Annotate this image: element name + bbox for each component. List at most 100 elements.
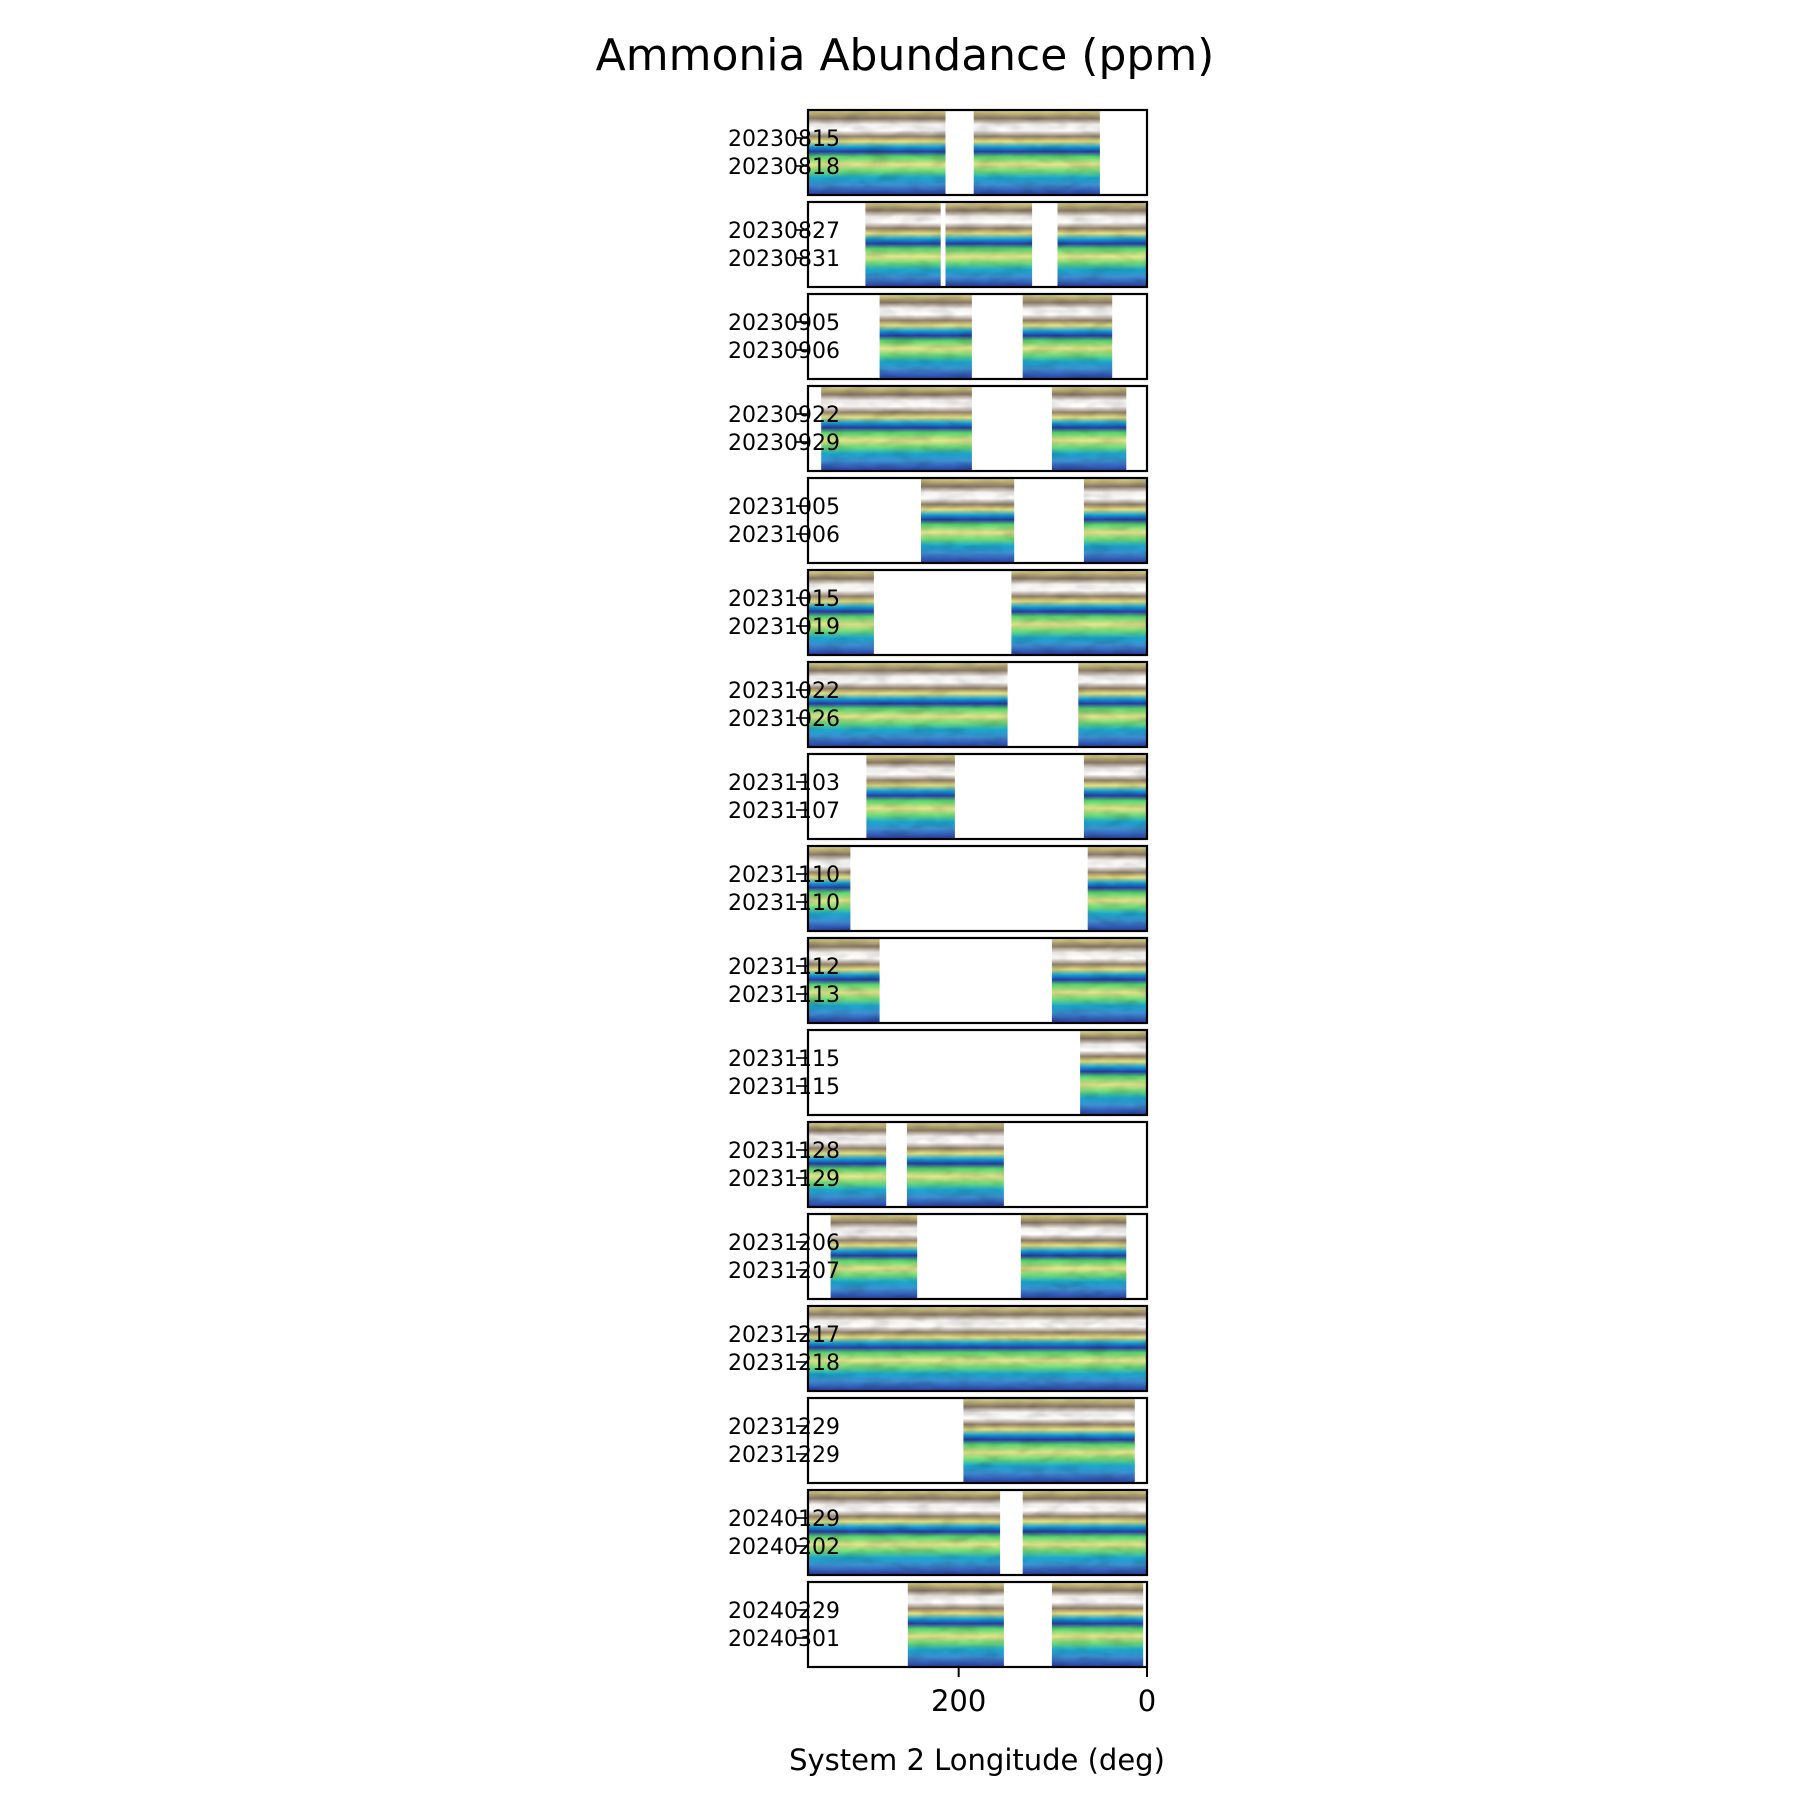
- panel-13: 20231206 20231207: [728, 1212, 1149, 1301]
- coverage-block: [808, 938, 880, 1023]
- panel-frame: [806, 1396, 1149, 1485]
- panel-15: 20231229 20231229: [728, 1396, 1149, 1485]
- coverage-block: [1020, 1214, 1127, 1299]
- panel-frame: [806, 1212, 1149, 1301]
- panel-4: 20230922 20230929: [728, 384, 1149, 473]
- panel-5: 20231005 20231006: [728, 476, 1149, 565]
- panel-12: 20231128 20231129: [728, 1120, 1149, 1209]
- x-axis-label: System 2 Longitude (deg): [789, 1743, 1165, 1777]
- panel-date-start: 20231022: [728, 679, 840, 704]
- panel-frame: [806, 1304, 1149, 1393]
- panel-date-end: 20231113: [728, 983, 840, 1008]
- coverage-block: [973, 110, 1100, 195]
- coverage-block: [866, 754, 955, 839]
- panel-frame: [806, 1488, 1149, 1577]
- panel-frame: [806, 292, 1149, 381]
- coverage-block: [963, 1398, 1135, 1483]
- panel-date-start: 20231206: [728, 1231, 840, 1256]
- panel-date-start: 20231128: [728, 1139, 840, 1164]
- panel-6: 20231015 20231019: [728, 568, 1149, 657]
- panel-date-start: 20230922: [728, 403, 840, 428]
- panel-date-end: 20231110: [728, 891, 840, 916]
- panel-date-start: 20231115: [728, 1047, 840, 1072]
- panel-date-end: 20231107: [728, 799, 840, 824]
- panel-date-start: 20231112: [728, 955, 840, 980]
- coverage-block: [808, 846, 851, 931]
- panel-date-end: 20231006: [728, 523, 840, 548]
- x-axis: 200 0: [931, 1667, 1156, 1718]
- coverage-block: [879, 294, 972, 379]
- coverage-block: [1080, 1030, 1147, 1115]
- coverage-block: [1051, 938, 1147, 1023]
- panel-frame: [806, 200, 1149, 289]
- panel-date-start: 20231229: [728, 1415, 840, 1440]
- panel-frame: [806, 568, 1149, 657]
- coverage-block: [1057, 202, 1147, 287]
- coverage-block: [808, 110, 946, 195]
- panel-date-end: 20240202: [728, 1535, 840, 1560]
- coverage-block: [907, 1582, 1004, 1667]
- panel-date-end: 20231129: [728, 1167, 840, 1192]
- panel-frame: [806, 936, 1149, 1025]
- panel-date-end: 20231019: [728, 615, 840, 640]
- panel-frame: [806, 844, 1149, 933]
- coverage-block: [808, 570, 874, 655]
- panel-10: 20231112 20231113: [728, 936, 1149, 1025]
- chart-title: Ammonia Abundance (ppm): [596, 30, 1215, 81]
- panel-7: 20231022 20231026: [728, 660, 1149, 749]
- panel-date-end: 20240301: [728, 1627, 840, 1652]
- x-tick-label: 0: [1138, 1684, 1156, 1718]
- panel-date-end: 20231229: [728, 1443, 840, 1468]
- panel-date-end: 20230818: [728, 155, 840, 180]
- coverage-block: [1022, 1490, 1147, 1575]
- panel-frame: [806, 752, 1149, 841]
- coverage-block: [808, 1306, 1147, 1391]
- panel-date-end: 20231115: [728, 1075, 840, 1100]
- coverage-block: [1051, 386, 1127, 471]
- coverage-block: [921, 478, 1015, 563]
- coverage-block: [1051, 1582, 1144, 1667]
- panel-date-start: 20240229: [728, 1599, 840, 1624]
- panel-date-start: 20231103: [728, 771, 840, 796]
- coverage-block: [1078, 662, 1147, 747]
- panel-1: 20230815 20230818: [728, 108, 1149, 197]
- coverage-block: [906, 1122, 1004, 1207]
- panel-2: 20230827 20230831: [728, 200, 1149, 289]
- panel-9: 20231110 20231110: [728, 844, 1149, 933]
- coverage-block: [1087, 846, 1147, 931]
- panel-frame: [806, 660, 1149, 749]
- coverage-block: [1022, 294, 1113, 379]
- panel-frame: [806, 476, 1149, 565]
- panel-frame: [806, 1120, 1149, 1209]
- panel-date-start: 20240129: [728, 1507, 840, 1532]
- panel-17: 20240229 20240301: [728, 1580, 1149, 1669]
- coverage-block: [1083, 478, 1147, 563]
- panels-group: 20230815 20230818 20230827 20230831 20230905…: [728, 108, 1149, 1669]
- panel-date-end: 20230831: [728, 247, 840, 272]
- panel-8: 20231103 20231107: [728, 752, 1149, 841]
- coverage-block: [865, 202, 941, 287]
- panel-date-start: 20230827: [728, 219, 840, 244]
- coverage-block: [1083, 754, 1147, 839]
- panel-date-start: 20231005: [728, 495, 840, 520]
- panel-frame: [806, 108, 1149, 197]
- coverage-block: [830, 1214, 918, 1299]
- coverage-block: [808, 662, 1008, 747]
- panel-date-end: 20231218: [728, 1351, 840, 1376]
- coverage-block: [945, 202, 1033, 287]
- panel-date-end: 20231207: [728, 1259, 840, 1284]
- panel-14: 20231217 20231218: [728, 1304, 1149, 1393]
- coverage-block: [808, 1122, 887, 1207]
- panel-date-start: 20231015: [728, 587, 840, 612]
- panel-date-start: 20231110: [728, 863, 840, 888]
- panel-frame: [806, 1028, 1149, 1117]
- coverage-block: [1011, 570, 1147, 655]
- x-tick-label: 200: [931, 1684, 986, 1718]
- panel-date-start: 20230905: [728, 311, 840, 336]
- coverage-block: [821, 386, 972, 471]
- panel-frame: [806, 1580, 1149, 1669]
- panel-date-end: 20230906: [728, 339, 840, 364]
- panel-date-start: 20230815: [728, 127, 840, 152]
- panel-11: 20231115 20231115: [728, 1028, 1149, 1117]
